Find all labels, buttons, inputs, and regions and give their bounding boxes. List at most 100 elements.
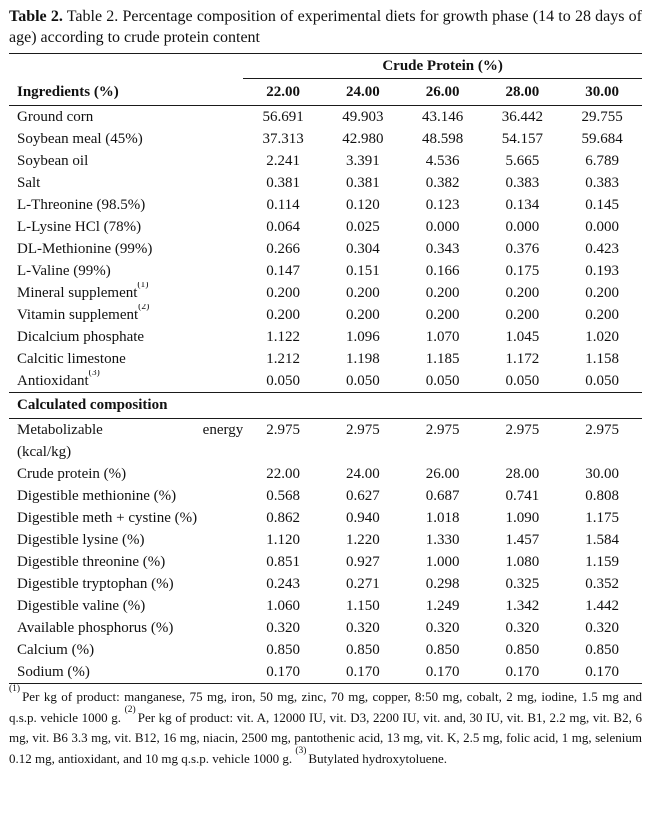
value-cell: 0.850 bbox=[505, 642, 540, 658]
value-cell: 0.325 bbox=[505, 576, 540, 592]
calculated-name: Digestible lysine (%) bbox=[17, 532, 145, 548]
value-cell: 1.000 bbox=[425, 554, 460, 570]
calculated-name-cell: Available phosphorus (%) bbox=[9, 617, 243, 639]
value-cell: 0.381 bbox=[266, 175, 300, 191]
column-header-row: Ingredients (%) 22.00 24.00 26.00 28.00 … bbox=[9, 78, 642, 106]
value-cell: 0.123 bbox=[425, 197, 460, 213]
value-cell: 2.975 bbox=[425, 422, 460, 438]
value-cell: 0.200 bbox=[266, 285, 300, 301]
value-cell: 0.166 bbox=[425, 263, 460, 279]
ingredient-name: Soybean oil bbox=[17, 153, 89, 169]
value-cell: 0.050 bbox=[266, 373, 300, 389]
value-cell: 0.320 bbox=[505, 620, 540, 636]
value-cell: 0.382 bbox=[425, 175, 460, 191]
calculated-name-cell: Digestible tryptophan (%) bbox=[9, 573, 243, 595]
value-cell: 0.940 bbox=[345, 510, 380, 526]
value-cell: 0.200 bbox=[345, 307, 380, 323]
row-header-ingredients: Ingredients (%) bbox=[9, 78, 244, 106]
value-cell: 0.851 bbox=[266, 554, 300, 570]
metabolizable-energy-label: Metabolizable energy (kcal/kg) bbox=[9, 419, 243, 464]
calculated-name-cell: Digestible meth + cystine (%) bbox=[9, 507, 243, 529]
calculated-row: Digestible valine (%) 1.060 1.150 1.249 … bbox=[9, 595, 642, 617]
footnote-ref: (3) bbox=[88, 370, 100, 378]
value-cell: 0.147 bbox=[266, 263, 300, 279]
value-cell: 1.185 bbox=[425, 351, 460, 367]
ingredient-name-cell: Antioxidant(3) bbox=[9, 370, 243, 393]
calculated-name-cell: Calcium (%) bbox=[9, 639, 243, 661]
value-cell: 0.025 bbox=[345, 219, 380, 235]
calculated-name: Digestible meth + cystine (%) bbox=[17, 510, 198, 526]
ingredient-row: Calcitic limestone 1.212 1.198 1.185 1.1… bbox=[9, 348, 642, 370]
value-cell: 2.975 bbox=[266, 422, 300, 438]
value-cell: 0.200 bbox=[585, 285, 619, 301]
value-cell: 2.241 bbox=[266, 153, 300, 169]
value-cell: 0.741 bbox=[505, 488, 540, 504]
value-cell: 0.320 bbox=[585, 620, 619, 636]
table-caption: Table 2. Table 2. Percentage composition… bbox=[9, 6, 642, 48]
calculated-name: Calcium (%) bbox=[17, 642, 95, 658]
value-cell: 0.000 bbox=[505, 219, 540, 235]
value-cell: 1.212 bbox=[266, 351, 300, 367]
value-cell: 0.134 bbox=[505, 197, 540, 213]
value-cell: 22.00 bbox=[266, 466, 300, 482]
value-cell: 37.313 bbox=[262, 131, 304, 147]
calculated-name-cell: Sodium (%) bbox=[9, 661, 243, 684]
footnote-marker-1: (1) bbox=[9, 684, 21, 695]
kcal-unit: (kcal/kg) bbox=[17, 444, 72, 460]
value-cell: 3.391 bbox=[345, 153, 380, 169]
ingredient-name: Soybean meal (45%) bbox=[17, 131, 143, 147]
value-cell: 0.145 bbox=[585, 197, 619, 213]
calculated-name: Digestible valine (%) bbox=[17, 598, 146, 614]
value-cell: 1.158 bbox=[585, 351, 619, 367]
value-cell: 0.343 bbox=[425, 241, 460, 257]
column-header: 26.00 bbox=[402, 78, 483, 106]
value-cell: 1.220 bbox=[345, 532, 380, 548]
calculated-body: Crude protein (%) 22.00 24.00 26.00 28.0… bbox=[9, 463, 642, 684]
value-cell: 1.018 bbox=[425, 510, 460, 526]
ingredient-name: Ground corn bbox=[17, 109, 94, 125]
calculated-name: Digestible methionine (%) bbox=[17, 488, 177, 504]
value-cell: 54.157 bbox=[501, 131, 543, 147]
ingredient-row: Salt 0.381 0.381 0.382 0.383 0.383 bbox=[9, 172, 642, 194]
ingredient-row: Mineral supplement(1) 0.200 0.200 0.200 … bbox=[9, 282, 642, 304]
value-cell: 0.193 bbox=[585, 263, 619, 279]
value-cell: 0.170 bbox=[505, 664, 540, 680]
value-cell: 0.927 bbox=[345, 554, 380, 570]
calculated-name-cell: Digestible methionine (%) bbox=[9, 485, 243, 507]
value-cell: 1.070 bbox=[425, 329, 460, 345]
value-cell: 1.045 bbox=[505, 329, 540, 345]
value-cell: 0.050 bbox=[345, 373, 380, 389]
value-cell: 1.198 bbox=[345, 351, 380, 367]
ingredient-name: Dicalcium phosphate bbox=[17, 329, 145, 345]
value-cell: 1.096 bbox=[345, 329, 380, 345]
value-cell: 0.304 bbox=[345, 241, 380, 257]
value-cell: 2.975 bbox=[585, 422, 619, 438]
value-cell: 0.381 bbox=[345, 175, 380, 191]
ingredient-name-cell: Soybean meal (45%) bbox=[9, 128, 243, 150]
ingredient-name: Antioxidant bbox=[17, 373, 89, 389]
value-cell: 29.755 bbox=[581, 109, 623, 125]
metabolizable-word: Metabolizable bbox=[17, 422, 103, 438]
value-cell: 36.442 bbox=[501, 109, 543, 125]
ingredient-name-cell: Dicalcium phosphate bbox=[9, 326, 243, 348]
value-cell: 59.684 bbox=[581, 131, 623, 147]
calculated-name: Digestible tryptophan (%) bbox=[17, 576, 174, 592]
value-cell: 0.200 bbox=[266, 307, 300, 323]
value-cell: 2.975 bbox=[505, 422, 540, 438]
value-cell: 0.114 bbox=[266, 197, 300, 213]
calculated-name: Sodium (%) bbox=[17, 664, 90, 680]
value-cell: 1.159 bbox=[585, 554, 619, 570]
ingredient-name-cell: L-Lysine HCl (78%) bbox=[9, 216, 243, 238]
value-cell: 2.975 bbox=[345, 422, 380, 438]
group-header: Crude Protein (%) bbox=[243, 53, 642, 79]
value-cell: 0.200 bbox=[345, 285, 380, 301]
ingredient-row: L-Valine (99%) 0.147 0.151 0.166 0.175 0… bbox=[9, 260, 642, 282]
ingredient-row: Antioxidant(3) 0.050 0.050 0.050 0.050 0… bbox=[9, 370, 642, 393]
ingredient-name-cell: L-Valine (99%) bbox=[9, 260, 243, 282]
metabolizable-energy-row: Metabolizable energy (kcal/kg) 2.975 2.97… bbox=[9, 419, 642, 464]
value-cell: 0.170 bbox=[266, 664, 300, 680]
value-cell: 0.627 bbox=[345, 488, 380, 504]
value-cell: 26.00 bbox=[425, 466, 460, 482]
caption-label: Table 2. bbox=[9, 8, 63, 25]
